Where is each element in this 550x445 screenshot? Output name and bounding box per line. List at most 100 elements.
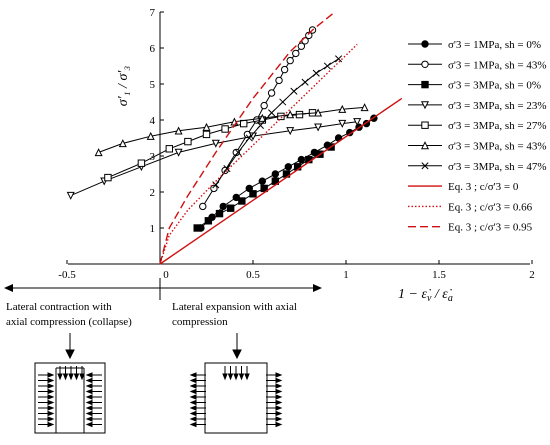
legend-label: Eq. 3 ; c/σ'3 = 0 (448, 181, 519, 193)
data-point (199, 202, 207, 211)
legend-item: σ'3 = 3MPa, sh = 27% (408, 120, 547, 132)
side-arrowhead (189, 372, 197, 378)
data-point (226, 204, 235, 212)
legend-label: σ'3 = 3MPa, sh = 27% (448, 120, 547, 132)
side-arrowhead (85, 399, 93, 406)
annotation-right-line2: compression (172, 316, 228, 328)
data-point (268, 109, 276, 117)
legend-marker (421, 121, 429, 129)
legend-item: σ'3 = 1MPa, sh = 43% (408, 59, 547, 71)
legend-label: σ'3 = 3MPa, sh = 47% (448, 161, 547, 173)
data-point (94, 148, 103, 157)
side-arrowhead (189, 377, 197, 384)
data-point (245, 184, 253, 193)
side-arrowhead (47, 405, 55, 411)
data-point (260, 101, 268, 110)
side-arrowhead (189, 416, 197, 422)
plot-area (66, 11, 403, 265)
annotation-left-line1: Lateral contraction with (6, 301, 112, 313)
side-arrowhead (189, 383, 197, 389)
data-point (292, 49, 300, 58)
data-point (301, 78, 309, 86)
load-arrowhead (57, 373, 63, 381)
data-point (335, 55, 343, 63)
side-arrowhead (275, 383, 283, 389)
load-arrowhead (222, 373, 228, 381)
data-point (305, 31, 313, 40)
data-point (211, 139, 220, 148)
side-arrowhead (189, 410, 197, 417)
data-point (338, 119, 347, 128)
side-arrowhead (189, 405, 197, 411)
y-tick-label: 5 (150, 79, 156, 91)
legend-marker (420, 101, 430, 110)
axes (68, 12, 530, 265)
data-point (174, 126, 183, 135)
legend-label: σ'3 = 1MPa, sh = 43% (448, 59, 547, 71)
side-arrowhead (85, 410, 93, 417)
load-arrowhead (73, 373, 80, 381)
data-point (221, 125, 229, 133)
x-tick-label: 2 (529, 269, 535, 281)
data-point (202, 130, 211, 139)
data-point (234, 148, 242, 156)
load-arrowhead (244, 373, 250, 381)
data-point (297, 155, 306, 164)
legend-item: σ'3 = 3MPa, sh = 23% (408, 100, 547, 112)
data-point (360, 103, 369, 112)
series-line (159, 97, 403, 265)
data-point (118, 139, 127, 148)
annotation-right-line1: Lateral expansion with axial (172, 301, 297, 313)
data-point (267, 89, 276, 97)
data-point (146, 131, 155, 140)
side-arrowhead (47, 421, 55, 428)
side-arrowhead (275, 416, 283, 422)
svg-text:1 − ε̇v / ε̇a: 1 − ε̇v / ε̇a (398, 287, 453, 304)
side-arrowhead (275, 399, 283, 406)
side-arrowhead (85, 416, 93, 422)
data-point (174, 148, 183, 157)
legend-label: Eq. 3 ; c/σ'3 = 0.95 (448, 222, 533, 234)
data-point (338, 104, 347, 113)
y-tick-label: 6 (150, 43, 156, 55)
series-line (159, 43, 358, 265)
legend-marker (421, 40, 429, 48)
x-axis-label: 1 − ε̇v / ε̇a (398, 287, 453, 304)
data-point (184, 137, 192, 146)
data-point (193, 224, 201, 232)
data-point (279, 98, 287, 106)
series-line (70, 121, 358, 197)
data-point (215, 209, 224, 218)
side-arrowhead (275, 377, 283, 384)
side-arrowhead (85, 388, 93, 395)
data-point (314, 123, 323, 132)
data-point (165, 145, 174, 153)
y-tick-label: 2 (150, 187, 156, 199)
data-point (314, 108, 323, 117)
side-arrowhead (189, 399, 197, 406)
legend-marker (421, 162, 429, 170)
data-point (223, 165, 231, 173)
series-10 (159, 11, 336, 265)
data-point (290, 87, 298, 95)
legend-label: σ'3 = 3MPa, sh = 43% (448, 141, 547, 153)
legend-item: σ'3 = 3MPa, sh = 43% (408, 141, 547, 153)
x-tick-label: 0 (163, 269, 169, 281)
data-point (258, 177, 266, 185)
data-point (284, 163, 293, 171)
legend-label: Eq. 3 ; c/σ'3 = 0.66 (448, 201, 533, 213)
legend-label: σ'3 = 3MPa, sh = 23% (448, 100, 547, 112)
side-arrowhead (275, 421, 283, 428)
side-arrowhead (85, 405, 93, 411)
side-arrowhead (47, 383, 55, 389)
legend-item: σ'3 = 3MPa, sh = 47% (408, 161, 547, 173)
x-tick-label: -0.5 (58, 269, 76, 281)
data-point (258, 113, 267, 122)
side-arrowhead (275, 388, 283, 395)
y-axis-label: σ′₁ / σ′₃ (116, 66, 131, 107)
side-arrowhead (189, 421, 197, 428)
series-7 (212, 55, 343, 189)
data-point (137, 159, 146, 167)
legend-marker (421, 60, 429, 69)
side-arrowhead (85, 377, 93, 384)
